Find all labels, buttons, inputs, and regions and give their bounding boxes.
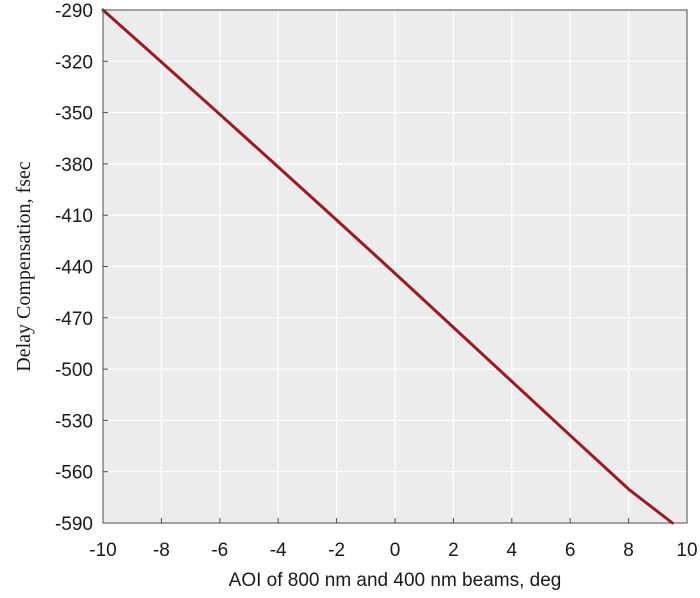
y-tick-label: -290 xyxy=(55,1,93,22)
y-tick-label: -590 xyxy=(55,514,93,535)
x-tick-label: 4 xyxy=(507,540,518,561)
x-tick-label: 10 xyxy=(676,540,697,561)
y-axis-label: Delay Compensation, fsec xyxy=(13,161,35,372)
x-tick-label: 0 xyxy=(390,540,401,561)
y-tick-label: -560 xyxy=(55,463,93,484)
x-axis-ticks: -10 -8 -6 -4 -2 0 2 4 6 8 10 xyxy=(89,518,698,561)
x-tick-label: -2 xyxy=(328,540,345,561)
y-tick-label: -380 xyxy=(55,155,93,176)
x-tick-label: -10 xyxy=(89,540,116,561)
x-tick-label: -8 xyxy=(153,540,170,561)
x-axis-label: AOI of 800 nm and 400 nm beams, deg xyxy=(229,570,562,591)
x-tick-label: 6 xyxy=(565,540,576,561)
x-tick-label: 8 xyxy=(623,540,634,561)
y-tick-label: -320 xyxy=(55,52,93,73)
x-tick-label: -4 xyxy=(270,540,287,561)
y-tick-label: -530 xyxy=(55,411,93,432)
series-layer xyxy=(101,8,674,525)
y-tick-label: -470 xyxy=(55,309,93,330)
y-tick-label: -440 xyxy=(55,258,93,279)
series-line xyxy=(101,8,674,525)
y-axis-ticks: -290 -320 -350 -380 -410 -440 -470 -500 -530 -560… xyxy=(55,1,108,535)
y-tick-label: -500 xyxy=(55,360,93,381)
x-tick-label: -6 xyxy=(211,540,228,561)
y-tick-label: -350 xyxy=(55,104,93,125)
x-tick-label: 2 xyxy=(448,540,459,561)
y-tick-label: -410 xyxy=(55,206,93,227)
